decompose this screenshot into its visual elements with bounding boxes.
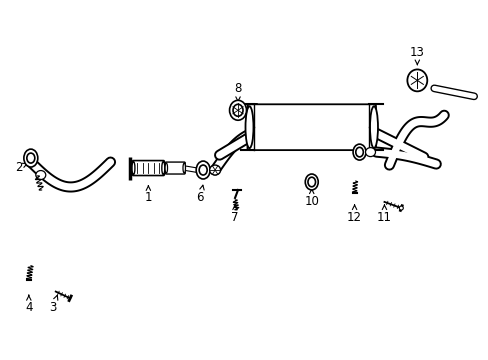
Ellipse shape: [407, 69, 427, 91]
Text: 11: 11: [376, 205, 391, 224]
Text: 12: 12: [346, 205, 361, 224]
Ellipse shape: [165, 163, 167, 173]
Ellipse shape: [233, 104, 243, 116]
Text: 10: 10: [304, 189, 319, 208]
Text: 6: 6: [196, 185, 203, 204]
Text: 9: 9: [355, 136, 363, 154]
Text: 2: 2: [15, 161, 28, 174]
Text: 5: 5: [251, 102, 284, 121]
Ellipse shape: [305, 174, 318, 190]
Text: 1: 1: [144, 186, 152, 204]
Text: 8: 8: [234, 82, 241, 101]
FancyBboxPatch shape: [247, 104, 375, 150]
FancyBboxPatch shape: [132, 161, 164, 176]
Ellipse shape: [365, 148, 375, 157]
Text: 3: 3: [49, 295, 58, 314]
Ellipse shape: [24, 149, 38, 167]
Ellipse shape: [196, 161, 210, 179]
Ellipse shape: [199, 165, 207, 175]
FancyBboxPatch shape: [165, 162, 185, 174]
Ellipse shape: [132, 162, 135, 175]
Ellipse shape: [229, 100, 246, 120]
Ellipse shape: [399, 206, 403, 210]
Ellipse shape: [352, 144, 366, 160]
Text: 4: 4: [25, 295, 33, 314]
Ellipse shape: [209, 165, 220, 175]
Ellipse shape: [307, 177, 315, 187]
Ellipse shape: [355, 147, 363, 157]
Text: 7: 7: [231, 205, 238, 224]
Ellipse shape: [162, 162, 164, 175]
Text: 13: 13: [409, 46, 424, 65]
Ellipse shape: [245, 106, 253, 148]
Ellipse shape: [183, 163, 185, 173]
Ellipse shape: [36, 171, 46, 180]
Ellipse shape: [27, 153, 35, 163]
Ellipse shape: [369, 106, 377, 148]
